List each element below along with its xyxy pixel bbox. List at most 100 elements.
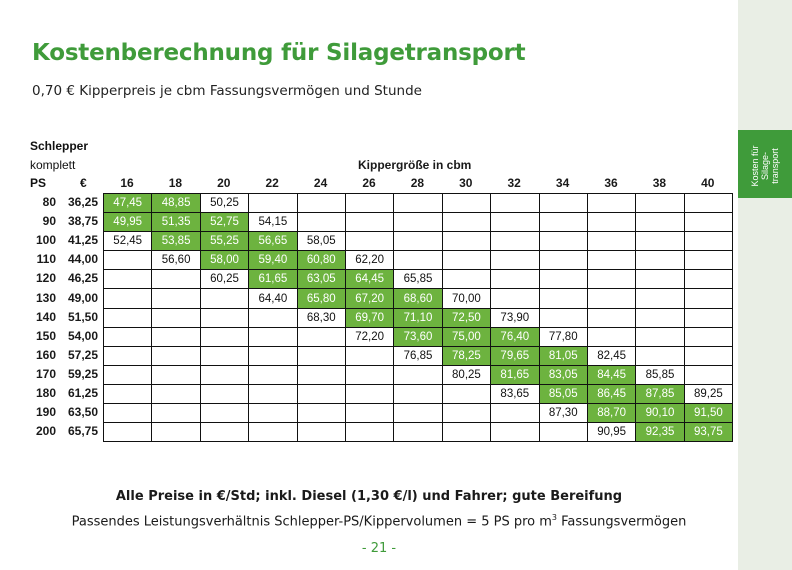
table-cell (296, 345, 346, 366)
table-row: 56,60 58,00 59,40 60,80 62,20 (102, 250, 734, 271)
table-cell: 55,25 (199, 231, 250, 252)
table-cell (683, 250, 734, 271)
table-cell (635, 307, 685, 328)
table-cell: 54,15 (248, 212, 298, 233)
column-header: 18 (168, 176, 183, 190)
table-cell: 84,45 (586, 364, 637, 385)
table-cell: 92,35 (635, 422, 685, 443)
row-eur-label: 51,50 (67, 309, 98, 324)
table-row: 76,85 78,25 79,65 81,05 82,45 (102, 345, 734, 366)
table-cell (199, 307, 250, 328)
table-cell: 62,20 (344, 250, 395, 271)
table-cell (296, 326, 346, 347)
table-cell: 93,75 (683, 422, 734, 443)
table-cell: 79,65 (490, 345, 540, 366)
footer-ratio-sup: 3 (551, 513, 558, 522)
table-cell (151, 269, 201, 290)
table-cell (248, 192, 298, 214)
table-cell (296, 422, 346, 443)
table-cell (683, 192, 734, 214)
table-cell (538, 250, 588, 271)
table-cell: 52,75 (199, 212, 250, 233)
row-ps-label: 200 (35, 424, 56, 439)
table-cell (199, 422, 250, 443)
row-eur-label: 41,25 (67, 233, 98, 248)
table-cell: 69,70 (344, 307, 395, 328)
table-cell (344, 345, 395, 366)
table-cell (102, 345, 153, 366)
header-schlepper: Schlepper (30, 139, 89, 153)
row-ps-label: 130 (35, 290, 56, 305)
footer-note-ratio: Passendes Leistungsverhältnis Schlepper-… (0, 513, 758, 529)
chapter-tab-label: Kosten für Silage- transport (750, 145, 780, 187)
footer-ratio-tail: Fassungsvermögen (557, 514, 687, 530)
table-cell: 83,65 (490, 383, 540, 405)
table-cell (635, 288, 685, 309)
row-eur-label: 61,25 (67, 386, 98, 400)
table-cell: 56,60 (151, 250, 201, 271)
row-ps-label: 190 (35, 405, 56, 420)
table-cell (538, 192, 588, 214)
row-ps-label: 110 (36, 252, 56, 267)
table-cell: 91,50 (683, 403, 734, 424)
table-cell: 60,80 (296, 250, 346, 271)
table-cell (586, 326, 637, 347)
table-cell (296, 403, 346, 424)
table-cell: 85,05 (538, 383, 588, 405)
table-cell (393, 231, 443, 252)
table-cell: 89,25 (683, 383, 734, 405)
table-row: 83,65 85,05 86,45 87,85 89,25 (102, 383, 734, 405)
table-cell (441, 250, 492, 271)
row-ps-label: 140 (35, 309, 56, 324)
table-cell (441, 403, 492, 424)
table-cell (683, 231, 734, 252)
row-eur-label: 46,25 (67, 271, 98, 286)
table-cell (248, 345, 298, 366)
table-cell: 68,60 (393, 288, 443, 309)
table-cell (538, 307, 588, 328)
row-eur-label: 36,25 (67, 195, 98, 209)
table-cell (683, 364, 734, 385)
table-cell (248, 326, 298, 347)
table-cell: 49,95 (102, 212, 153, 233)
table-cell (635, 192, 685, 214)
table-cell (635, 345, 685, 366)
table-cell (393, 403, 443, 424)
table-row: 90,95 92,35 93,75 (102, 422, 734, 443)
table-cell: 58,00 (199, 250, 250, 271)
table-cell (248, 364, 298, 385)
table-cell: 90,10 (635, 403, 685, 424)
table-cell (344, 192, 395, 214)
table-cell (635, 212, 685, 233)
table-cell (490, 250, 540, 271)
table-cell (490, 403, 540, 424)
table-cell: 90,95 (586, 422, 637, 443)
row-ps-label: 160 (35, 347, 56, 362)
table-cell: 53,85 (151, 231, 201, 252)
table-cell (199, 364, 250, 385)
table-cell (490, 288, 540, 309)
table-cell: 58,05 (296, 231, 346, 252)
table-cell (102, 383, 153, 405)
table-row: 47,45 48,85 50,25 (102, 192, 734, 214)
row-eur-label: 38,75 (67, 214, 98, 229)
table-cell (393, 422, 443, 443)
chapter-tab[interactable]: Kosten für Silage- transport (738, 130, 792, 198)
table-cell (199, 403, 250, 424)
table-row: 80,25 81,65 83,05 84,45 85,85 (102, 364, 734, 385)
row-ps-label: 170 (35, 366, 56, 381)
table-row: 60,25 61,65 63,05 64,45 65,85 (102, 269, 734, 290)
table-cell: 68,30 (296, 307, 346, 328)
table-cell (683, 326, 734, 347)
row-ps-label: 100 (35, 233, 56, 248)
column-header: 36 (604, 176, 618, 190)
table-cell (586, 250, 637, 271)
table-cell (635, 269, 685, 290)
table-cell (538, 288, 588, 309)
cost-table: 47,45 48,85 50,25 49,95 51,35 52,75 54,15 52,45… (102, 192, 734, 443)
table-cell (151, 422, 201, 443)
table-cell: 78,25 (441, 345, 492, 366)
table-cell (344, 383, 395, 405)
side-strip (738, 0, 792, 570)
column-header: 26 (362, 176, 376, 190)
